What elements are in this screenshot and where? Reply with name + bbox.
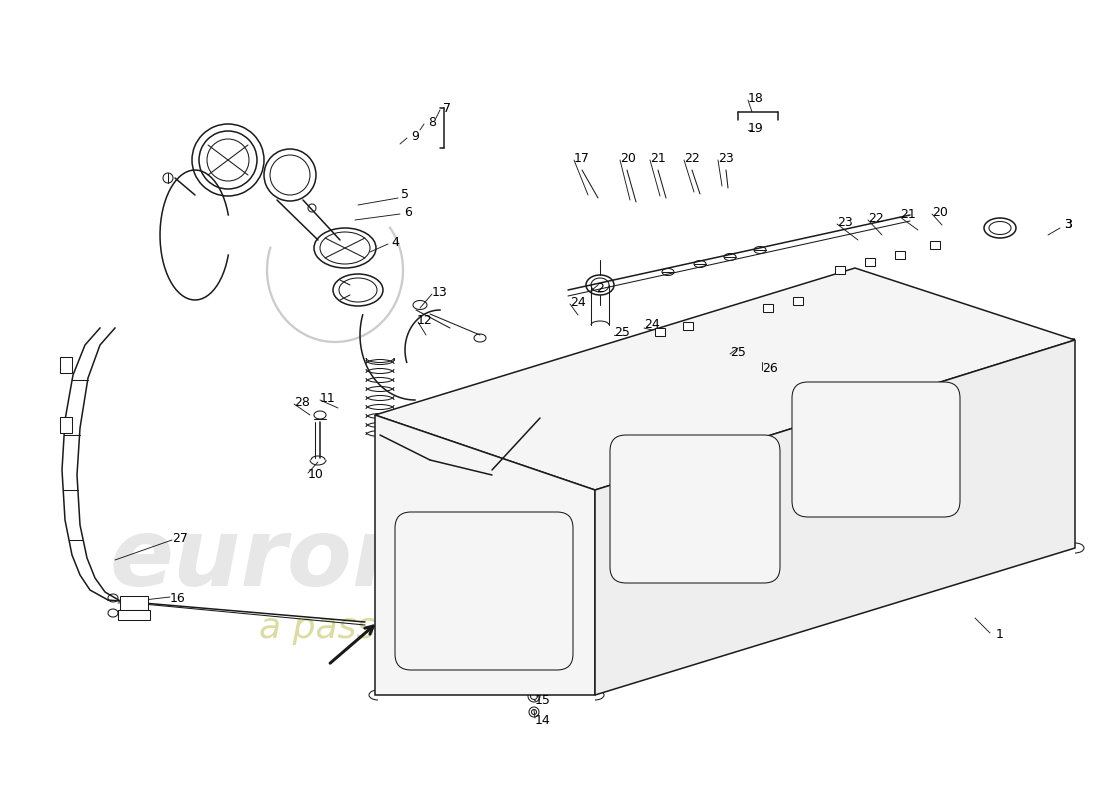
Text: 28: 28 <box>294 395 310 409</box>
Bar <box>895 251 905 259</box>
Text: 13: 13 <box>432 286 448 298</box>
Text: 6: 6 <box>404 206 411 218</box>
FancyBboxPatch shape <box>610 435 780 583</box>
Text: 8: 8 <box>428 115 436 129</box>
Text: 12: 12 <box>417 314 433 326</box>
Text: 10: 10 <box>308 469 323 482</box>
Polygon shape <box>595 340 1075 695</box>
Text: 16: 16 <box>170 591 186 605</box>
Text: 22: 22 <box>868 211 884 225</box>
Text: 1: 1 <box>997 629 1004 642</box>
Text: 23: 23 <box>718 151 734 165</box>
Text: 24: 24 <box>645 318 660 331</box>
Text: 23: 23 <box>837 215 852 229</box>
Text: 27: 27 <box>172 531 188 545</box>
Text: 25: 25 <box>614 326 630 338</box>
Bar <box>683 322 693 330</box>
Text: 22: 22 <box>684 151 700 165</box>
Text: 3: 3 <box>1064 218 1071 231</box>
Text: 7: 7 <box>443 102 451 114</box>
Text: 2: 2 <box>596 282 604 294</box>
Text: 25: 25 <box>730 346 746 358</box>
Bar <box>120 596 148 610</box>
Bar <box>60 417 72 433</box>
Polygon shape <box>375 415 595 695</box>
Bar <box>865 258 874 266</box>
Text: 18: 18 <box>748 91 763 105</box>
Text: 19: 19 <box>748 122 763 134</box>
Bar <box>930 241 940 249</box>
Polygon shape <box>375 268 1075 490</box>
Bar <box>793 297 803 305</box>
Bar <box>835 266 845 274</box>
Text: 14: 14 <box>535 714 551 726</box>
Text: 20: 20 <box>932 206 948 218</box>
Text: euroricambi: euroricambi <box>110 514 750 606</box>
Text: 17: 17 <box>574 151 590 165</box>
Bar <box>60 357 72 373</box>
Polygon shape <box>450 530 530 600</box>
Bar <box>118 610 150 620</box>
Text: 11: 11 <box>320 391 336 405</box>
Bar <box>654 328 666 336</box>
Text: a passion for parts...: a passion for parts... <box>260 611 630 645</box>
Text: 9: 9 <box>411 130 419 142</box>
Text: 21: 21 <box>650 151 666 165</box>
FancyBboxPatch shape <box>792 382 960 517</box>
Text: 3: 3 <box>1064 218 1071 231</box>
Text: 5: 5 <box>402 189 409 202</box>
Text: 26: 26 <box>762 362 778 374</box>
Bar <box>763 304 773 312</box>
FancyBboxPatch shape <box>395 512 573 670</box>
Text: 20: 20 <box>620 151 636 165</box>
Text: 4: 4 <box>392 235 399 249</box>
Text: 21: 21 <box>900 209 916 222</box>
Text: 24: 24 <box>570 295 586 309</box>
Text: 15: 15 <box>535 694 551 706</box>
